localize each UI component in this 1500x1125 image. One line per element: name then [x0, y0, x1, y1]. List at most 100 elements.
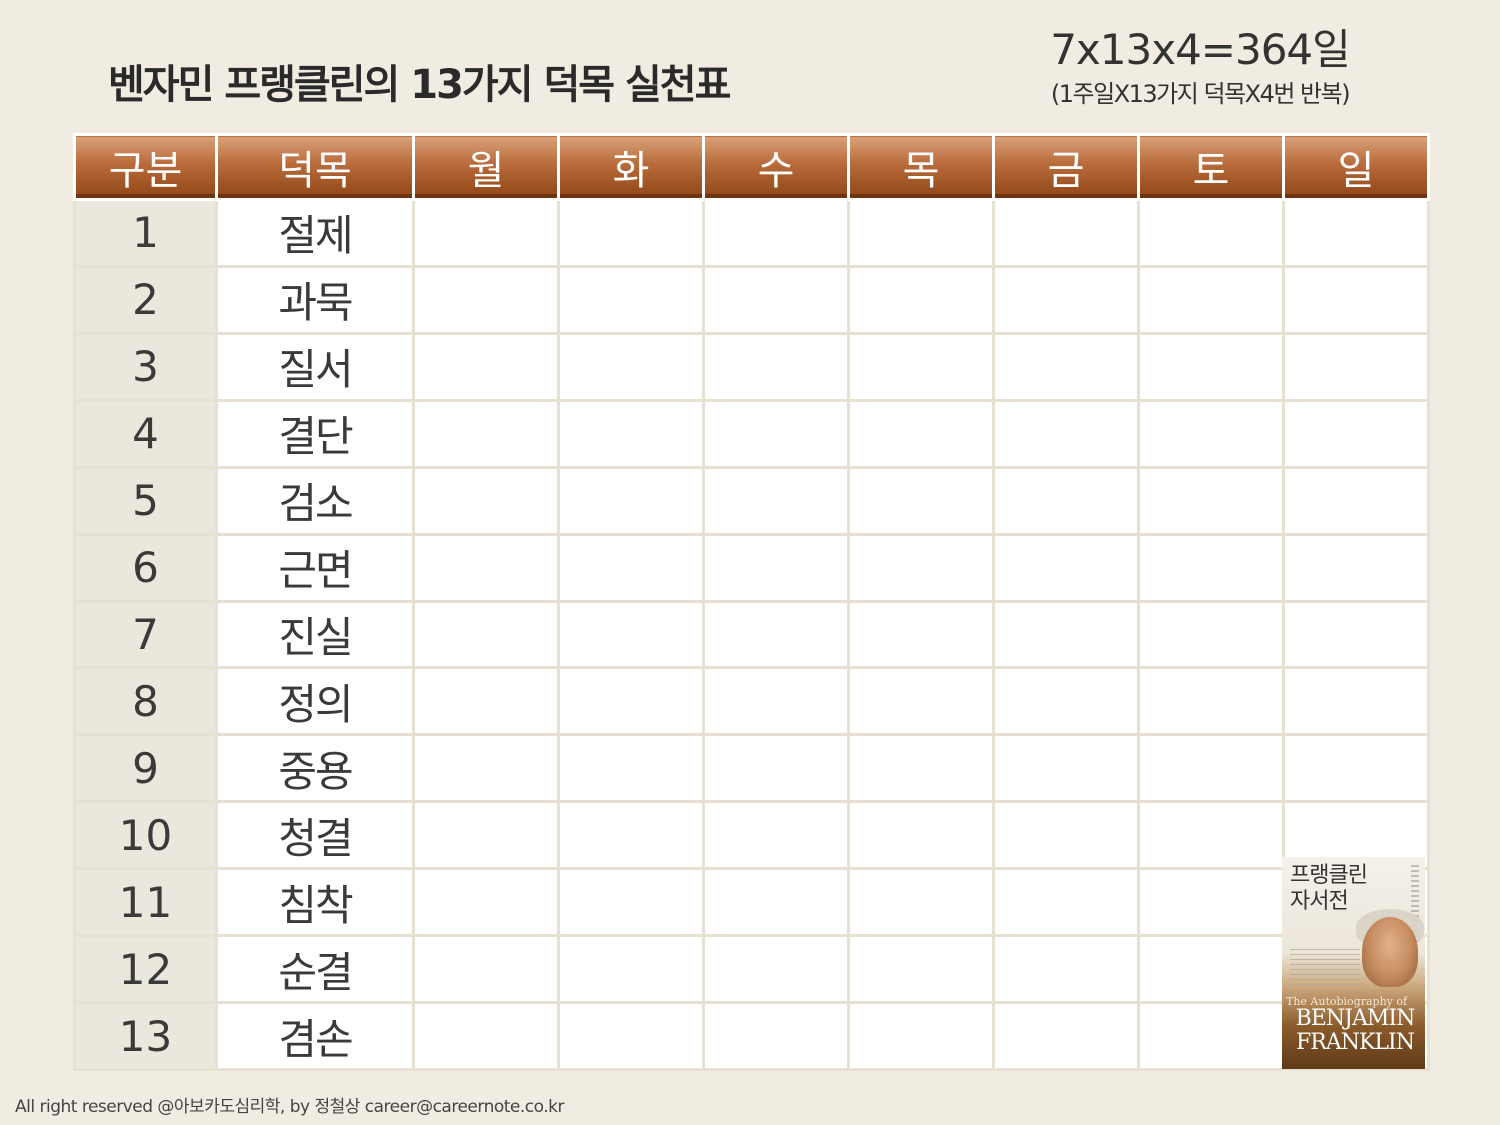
check-cell[interactable]	[1137, 398, 1285, 469]
check-cell[interactable]	[557, 934, 705, 1005]
check-cell[interactable]	[412, 867, 560, 938]
check-cell[interactable]	[1282, 465, 1430, 536]
check-cell[interactable]	[412, 599, 560, 670]
check-cell[interactable]	[557, 264, 705, 335]
check-cell[interactable]	[847, 465, 995, 536]
virtue-name: 겸손	[215, 1001, 415, 1071]
check-cell[interactable]	[702, 398, 850, 469]
check-cell[interactable]	[992, 264, 1140, 335]
check-cell[interactable]	[992, 733, 1140, 804]
check-cell[interactable]	[702, 867, 850, 938]
check-cell[interactable]	[992, 599, 1140, 670]
row-number: 11	[73, 867, 218, 938]
row-number: 9	[73, 733, 218, 804]
check-cell[interactable]	[992, 1001, 1140, 1071]
check-cell[interactable]	[847, 198, 995, 268]
check-cell[interactable]	[1282, 532, 1430, 603]
check-cell[interactable]	[557, 666, 705, 737]
check-cell[interactable]	[702, 800, 850, 871]
check-cell[interactable]	[702, 733, 850, 804]
check-cell[interactable]	[557, 800, 705, 871]
row-number: 10	[73, 800, 218, 871]
check-cell[interactable]	[557, 867, 705, 938]
check-cell[interactable]	[702, 599, 850, 670]
check-cell[interactable]	[1282, 264, 1430, 335]
check-cell[interactable]	[557, 733, 705, 804]
formula-sub: (1주일X13가지 덕목X4번 반복)	[1050, 80, 1351, 108]
check-cell[interactable]	[557, 398, 705, 469]
check-cell[interactable]	[412, 398, 560, 469]
check-cell[interactable]	[412, 264, 560, 335]
check-cell[interactable]	[412, 733, 560, 804]
check-cell[interactable]	[992, 934, 1140, 1005]
check-cell[interactable]	[412, 800, 560, 871]
check-cell[interactable]	[1137, 532, 1285, 603]
check-cell[interactable]	[1137, 867, 1285, 938]
check-cell[interactable]	[1137, 800, 1285, 871]
check-cell[interactable]	[412, 934, 560, 1005]
check-cell[interactable]	[992, 398, 1140, 469]
check-cell[interactable]	[412, 198, 560, 268]
table-row: 13 겸손	[73, 1001, 1430, 1071]
check-cell[interactable]	[847, 599, 995, 670]
check-cell[interactable]	[1282, 666, 1430, 737]
header-wednesday: 수	[702, 133, 850, 201]
check-cell[interactable]	[557, 1001, 705, 1071]
check-cell[interactable]	[847, 800, 995, 871]
check-cell[interactable]	[702, 532, 850, 603]
check-cell[interactable]	[992, 867, 1140, 938]
table-row: 11 침착	[73, 867, 1430, 938]
check-cell[interactable]	[1282, 198, 1430, 268]
check-cell[interactable]	[992, 331, 1140, 402]
check-cell[interactable]	[1282, 733, 1430, 804]
check-cell[interactable]	[702, 264, 850, 335]
check-cell[interactable]	[702, 1001, 850, 1071]
check-cell[interactable]	[1137, 465, 1285, 536]
check-cell[interactable]	[1137, 198, 1285, 268]
check-cell[interactable]	[1137, 733, 1285, 804]
check-cell[interactable]	[702, 934, 850, 1005]
virtue-name: 청결	[215, 800, 415, 871]
book-portrait-face	[1362, 917, 1418, 987]
check-cell[interactable]	[412, 331, 560, 402]
check-cell[interactable]	[1137, 264, 1285, 335]
check-cell[interactable]	[702, 465, 850, 536]
check-cell[interactable]	[1137, 666, 1285, 737]
check-cell[interactable]	[847, 264, 995, 335]
check-cell[interactable]	[847, 532, 995, 603]
check-cell[interactable]	[557, 465, 705, 536]
book-cover-image: 프랭클린 자서전 The Autobiography of BENJAMIN F…	[1282, 857, 1425, 1069]
check-cell[interactable]	[412, 666, 560, 737]
check-cell[interactable]	[1137, 934, 1285, 1005]
table-body: 1 절제 2 과묵 3 질서 4 결단 5 검소 6 근면 7 진실 8 정의 9 중용 10 청결 11 침착 12 순결 1…	[73, 198, 1430, 1071]
check-cell[interactable]	[1282, 398, 1430, 469]
check-cell[interactable]	[992, 465, 1140, 536]
check-cell[interactable]	[847, 867, 995, 938]
check-cell[interactable]	[847, 934, 995, 1005]
check-cell[interactable]	[1137, 331, 1285, 402]
check-cell[interactable]	[1282, 599, 1430, 670]
check-cell[interactable]	[992, 666, 1140, 737]
check-cell[interactable]	[847, 398, 995, 469]
check-cell[interactable]	[847, 733, 995, 804]
check-cell[interactable]	[992, 800, 1140, 871]
check-cell[interactable]	[1137, 1001, 1285, 1071]
check-cell[interactable]	[847, 1001, 995, 1071]
check-cell[interactable]	[847, 666, 995, 737]
check-cell[interactable]	[992, 532, 1140, 603]
check-cell[interactable]	[412, 465, 560, 536]
check-cell[interactable]	[412, 532, 560, 603]
check-cell[interactable]	[702, 331, 850, 402]
check-cell[interactable]	[702, 666, 850, 737]
check-cell[interactable]	[702, 198, 850, 268]
check-cell[interactable]	[1137, 599, 1285, 670]
check-cell[interactable]	[412, 1001, 560, 1071]
check-cell[interactable]	[1282, 331, 1430, 402]
check-cell[interactable]	[847, 331, 995, 402]
check-cell[interactable]	[557, 331, 705, 402]
check-cell[interactable]	[557, 599, 705, 670]
check-cell[interactable]	[557, 532, 705, 603]
header-saturday: 토	[1137, 133, 1285, 201]
check-cell[interactable]	[557, 198, 705, 268]
check-cell[interactable]	[992, 198, 1140, 268]
